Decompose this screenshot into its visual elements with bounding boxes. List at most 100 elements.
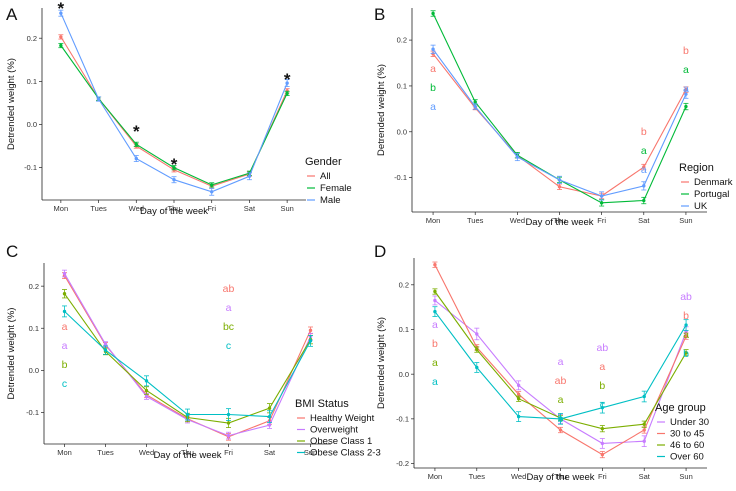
significance-letter: ab [223,283,235,295]
significance-letter: a [430,63,436,75]
data-point [642,439,646,443]
data-point [59,11,63,15]
x-tick-label: Fri [597,216,606,225]
x-tick-label: Sun [280,204,293,213]
data-point [431,11,435,16]
legend-label: Portugal [694,189,729,200]
significance-letter: b [683,45,689,57]
x-tick-label: Sat [264,448,276,457]
data-point [267,414,272,419]
legend-label: Obese Class 1 [310,436,372,447]
significance-letter: bc [223,321,234,333]
data-point [516,414,521,419]
x-tick-label: Wed [510,216,525,225]
data-point [684,334,688,338]
data-point [210,190,214,194]
panel-letter: C [6,242,18,261]
data-point [308,339,313,343]
significance-letter: b [432,338,438,350]
x-tick-label: Mon [54,204,69,213]
significance-letter: a [226,302,232,314]
data-point [558,428,563,432]
series-under-30 [432,295,689,449]
y-tick-label: 0.0 [399,370,409,379]
x-tick-label: Thu [168,204,181,213]
y-tick-label: 0.1 [397,82,407,91]
legend-label: 30 to 45 [670,429,704,440]
series-line [64,293,311,424]
legend-label: UK [694,201,708,212]
data-point [144,394,149,399]
significance-letter: c [62,378,67,390]
data-point [642,394,646,399]
y-tick-label: 0.1 [399,325,409,334]
significance-letter: a [683,83,689,95]
data-point [642,422,646,426]
data-point [475,365,479,370]
x-tick-label: Sat [244,204,256,213]
chart-panel-b: B 0.2 0.1 0.0 -0.1 Mon Tues Wed Thu Fri Sat Sun Day … [374,5,733,228]
significance-letter: a [599,361,605,373]
data-point [433,289,437,294]
significance-letter: b [683,310,689,322]
legend-label: Over 60 [670,452,704,463]
significance-letter: b [430,82,436,94]
data-point [516,383,521,388]
data-point [210,183,214,187]
y-tick-label: 0.1 [27,77,37,86]
data-point [599,194,604,198]
legend-title: Age group [655,402,706,414]
data-point [226,412,231,417]
significance-letter: a [430,101,436,113]
x-tick-label: Wed [511,472,526,481]
legend-label: All [320,171,331,182]
legend-label: Obese Class 2-3 [310,448,381,459]
significance-letter: a [641,145,647,157]
data-point [267,423,272,427]
y-tick-label: 0.2 [27,34,37,43]
panel-letter: A [6,5,18,24]
series-male [58,9,290,196]
significance-letter: b [641,126,647,138]
y-tick-label: -0.1 [24,163,37,172]
legend-label: Under 30 [670,417,709,428]
data-point [558,417,563,421]
data-point [285,81,289,85]
data-point [267,406,272,410]
chart-panel-c: C 0.2 0.1 0.0 -0.1 Mon Tues Wed Thu Fri Sat Sun Day … [6,242,381,461]
y-tick-label: -0.1 [396,414,409,423]
x-tick-label: Mon [57,448,72,457]
data-point [308,328,313,333]
significance-letter: c [226,340,231,352]
significance-star: * [133,122,140,141]
panel-letter: D [374,242,386,261]
significance-letter: a [432,376,438,388]
x-tick-label: Fri [224,448,233,457]
x-axis-label: Day of the week [153,450,221,461]
data-point [62,271,67,276]
significance-letter: a [558,394,564,406]
data-point [431,47,435,51]
significance-letter: a [432,357,438,369]
significance-star: * [171,155,178,174]
data-point [642,198,646,203]
data-point [62,309,67,314]
data-point [172,178,176,182]
data-point [285,89,289,93]
data-point [144,379,149,383]
x-tick-label: Wed [129,204,144,213]
legend-label: Overweight [310,425,358,436]
series-line [432,53,687,197]
significance-letter: a [683,64,689,76]
series-line [432,48,687,197]
data-point [684,323,688,327]
significance-letter: c [600,399,605,411]
y-axis-label: Detrended weight (%) [6,308,17,400]
y-tick-label: 0.1 [29,324,39,333]
x-axis-label: Day of the week [525,217,593,228]
data-point [134,142,138,147]
